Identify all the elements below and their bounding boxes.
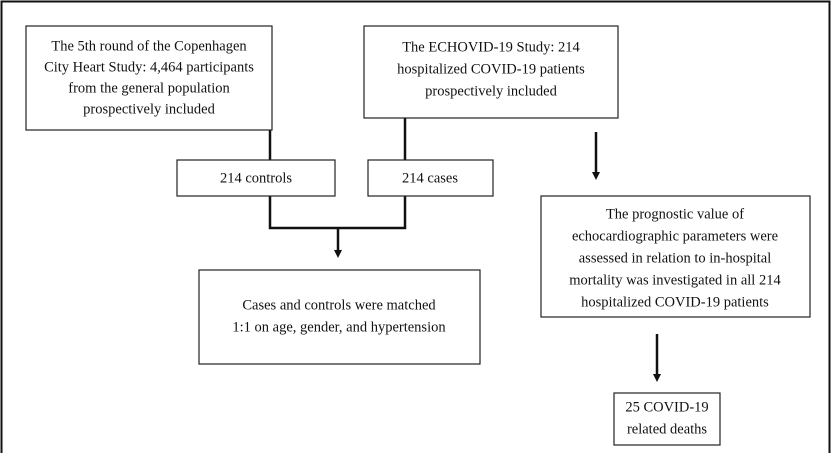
box-text: echocardiographic parameters were (572, 228, 778, 244)
box (363, 25, 619, 119)
box-text: City Heart Study: 4,464 participants (44, 59, 254, 75)
box-text: mortality was investigated in all 214 (569, 272, 781, 288)
box-text: The ECHOVID-19 Study: 214 (402, 39, 580, 55)
box-text: 214 cases (402, 170, 458, 186)
box-text: The 5th round of the Copenhagen (51, 38, 247, 54)
box-text: 1:1 on age, gender, and hypertension (232, 319, 446, 335)
box-text: prospectively included (425, 83, 557, 99)
box (176, 159, 336, 197)
box (367, 159, 494, 197)
box-text: from the general population (68, 80, 230, 96)
box-text: The prognostic value of (606, 206, 744, 222)
box-text: hospitalized COVID-19 patients (397, 61, 585, 77)
box (25, 25, 273, 131)
box-text: 25 COVID-19 (625, 399, 708, 415)
box-text: 214 controls (220, 170, 292, 186)
box (198, 269, 481, 365)
box-text: prospectively included (83, 101, 215, 117)
box-text: hospitalized COVID-19 patients (581, 294, 769, 310)
box-text: Cases and controls were matched (242, 297, 436, 313)
box (540, 195, 811, 318)
box-text: related deaths (627, 421, 707, 437)
box (613, 392, 721, 446)
box-text: assessed in relation to in-hospital (579, 250, 772, 266)
bracket (268, 196, 407, 230)
